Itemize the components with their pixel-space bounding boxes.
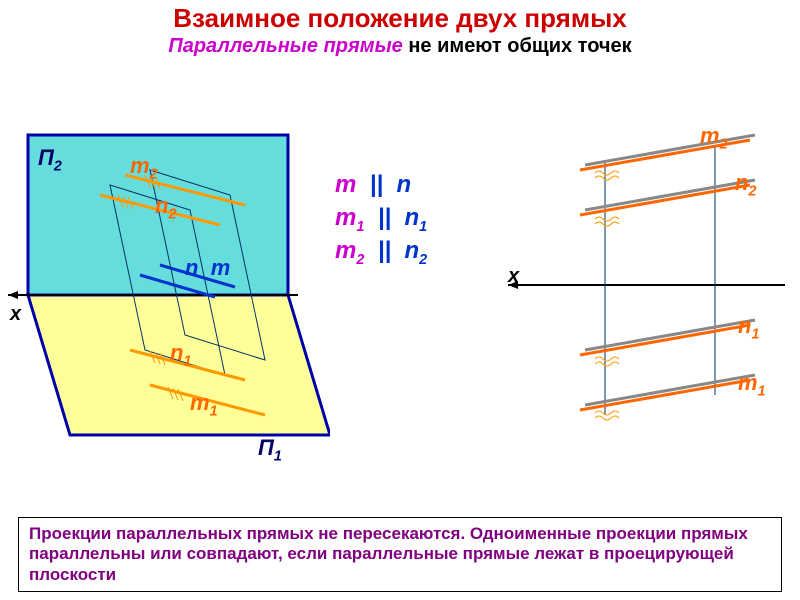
footer-box: Проекции параллельных прямых не пересека…: [18, 517, 782, 592]
label-m1-right: m1: [738, 370, 766, 399]
subtitle-black: не имеют общих точек: [403, 35, 632, 57]
relation-row-1: m1 || n1: [335, 203, 427, 236]
plane-pi2-label: П2: [38, 145, 62, 174]
relations-block: m || n m1 || n1 m2 || n2: [335, 170, 427, 268]
page-title: Взаимное положение двух прямых: [0, 0, 800, 33]
right-diagram: [500, 115, 800, 475]
label-m2-left: m2: [130, 153, 158, 182]
x-label-right: x: [508, 265, 519, 288]
label-nm-left: n m: [185, 255, 230, 281]
relation-row-2: m2 || n2: [335, 236, 427, 269]
x-axis-arrow-left: [8, 291, 18, 299]
line-n1-shadow: [585, 320, 755, 350]
title-text: Взаимное положение двух прямых: [173, 3, 627, 33]
line-n2-shadow: [585, 180, 755, 210]
subtitle-pink: Параллельные прямые: [168, 35, 402, 57]
relation-row-0: m || n: [335, 170, 427, 203]
x-label-left: x: [10, 303, 21, 326]
label-n1-right: n1: [738, 313, 759, 342]
label-n1-left: n1: [170, 340, 191, 369]
label-n2-right: n2: [735, 170, 756, 199]
plane-pi1-label: П1: [258, 435, 282, 464]
label-n2-left: n2: [155, 193, 176, 222]
line-m1-shadow: [585, 375, 755, 405]
line-m2-shadow: [585, 135, 755, 165]
subtitle: Параллельные прямые не имеют общих точек: [0, 35, 800, 58]
footer-text: Проекции параллельных прямых не пересека…: [29, 524, 748, 584]
label-m2-right: m2: [700, 123, 728, 152]
label-m1-left: m1: [190, 390, 218, 419]
